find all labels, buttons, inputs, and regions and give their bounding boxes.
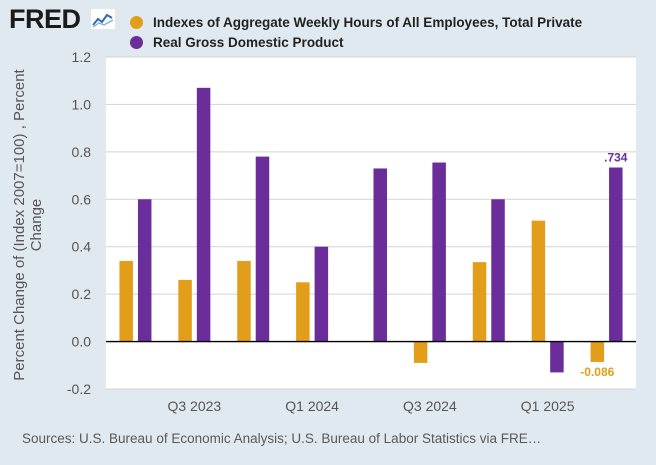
bar-aggregate-hours[interactable] (296, 282, 310, 342)
bar-real-gdp[interactable] (432, 162, 446, 342)
bar-aggregate-hours[interactable] (237, 260, 251, 342)
legend: Indexes of Aggregate Weekly Hours of All… (130, 12, 582, 52)
sources-footer: Sources: U.S. Bureau of Economic Analysi… (22, 431, 542, 446)
legend-label-aggregate-hours: Indexes of Aggregate Weekly Hours of All… (153, 14, 583, 30)
y-tick-label: 0.8 (72, 144, 92, 160)
legend-label-real-gdp: Real Gross Domestic Product (153, 34, 344, 50)
bar-real-gdp[interactable] (373, 168, 388, 342)
y-tick-label: 0.6 (72, 191, 92, 207)
y-tick-label: 1.2 (72, 49, 92, 65)
y-tick-label: 1.0 (72, 96, 92, 112)
bar-real-gdp[interactable] (196, 87, 211, 342)
data-label: -0.086 (580, 365, 614, 379)
bar-aggregate-hours[interactable] (119, 260, 133, 342)
y-tick-label: 0.2 (72, 286, 92, 302)
legend-item-real-gdp[interactable]: Real Gross Domestic Product (130, 32, 582, 52)
bar-real-gdp[interactable] (314, 246, 329, 342)
bar-real-gdp[interactable] (550, 341, 564, 373)
y-tick-label: 0.0 (72, 334, 92, 350)
data-label: .734 (604, 151, 628, 165)
y-tick-label: 0.4 (72, 239, 92, 255)
x-tick-label: Q3 2024 (403, 398, 457, 414)
x-tick-label: Q3 2023 (167, 398, 221, 414)
bar-aggregate-hours[interactable] (472, 262, 487, 342)
line-chart-icon (91, 9, 115, 29)
bar-real-gdp[interactable] (137, 199, 152, 342)
fred-logo[interactable]: FRED (9, 4, 81, 34)
bar-aggregate-hours[interactable] (413, 341, 428, 363)
bar-real-gdp[interactable] (255, 156, 270, 342)
legend-item-aggregate-hours[interactable]: Indexes of Aggregate Weekly Hours of All… (130, 12, 582, 32)
bar-real-gdp[interactable] (491, 199, 505, 342)
plot-area (106, 57, 636, 389)
x-tick-label: Q1 2025 (521, 398, 575, 414)
bar-aggregate-hours[interactable] (178, 279, 192, 342)
chart-header: FRED Indexes of Aggregate Weekly Hours o… (0, 0, 656, 50)
legend-dot-aggregate-hours (130, 15, 143, 29)
legend-dot-real-gdp (130, 35, 143, 49)
bar-aggregate-hours[interactable] (531, 220, 546, 342)
y-tick-label: -0.2 (67, 381, 91, 397)
bar-aggregate-hours[interactable] (590, 341, 605, 362)
x-tick-label: Q1 2024 (285, 398, 339, 414)
bar-real-gdp[interactable] (609, 167, 623, 342)
